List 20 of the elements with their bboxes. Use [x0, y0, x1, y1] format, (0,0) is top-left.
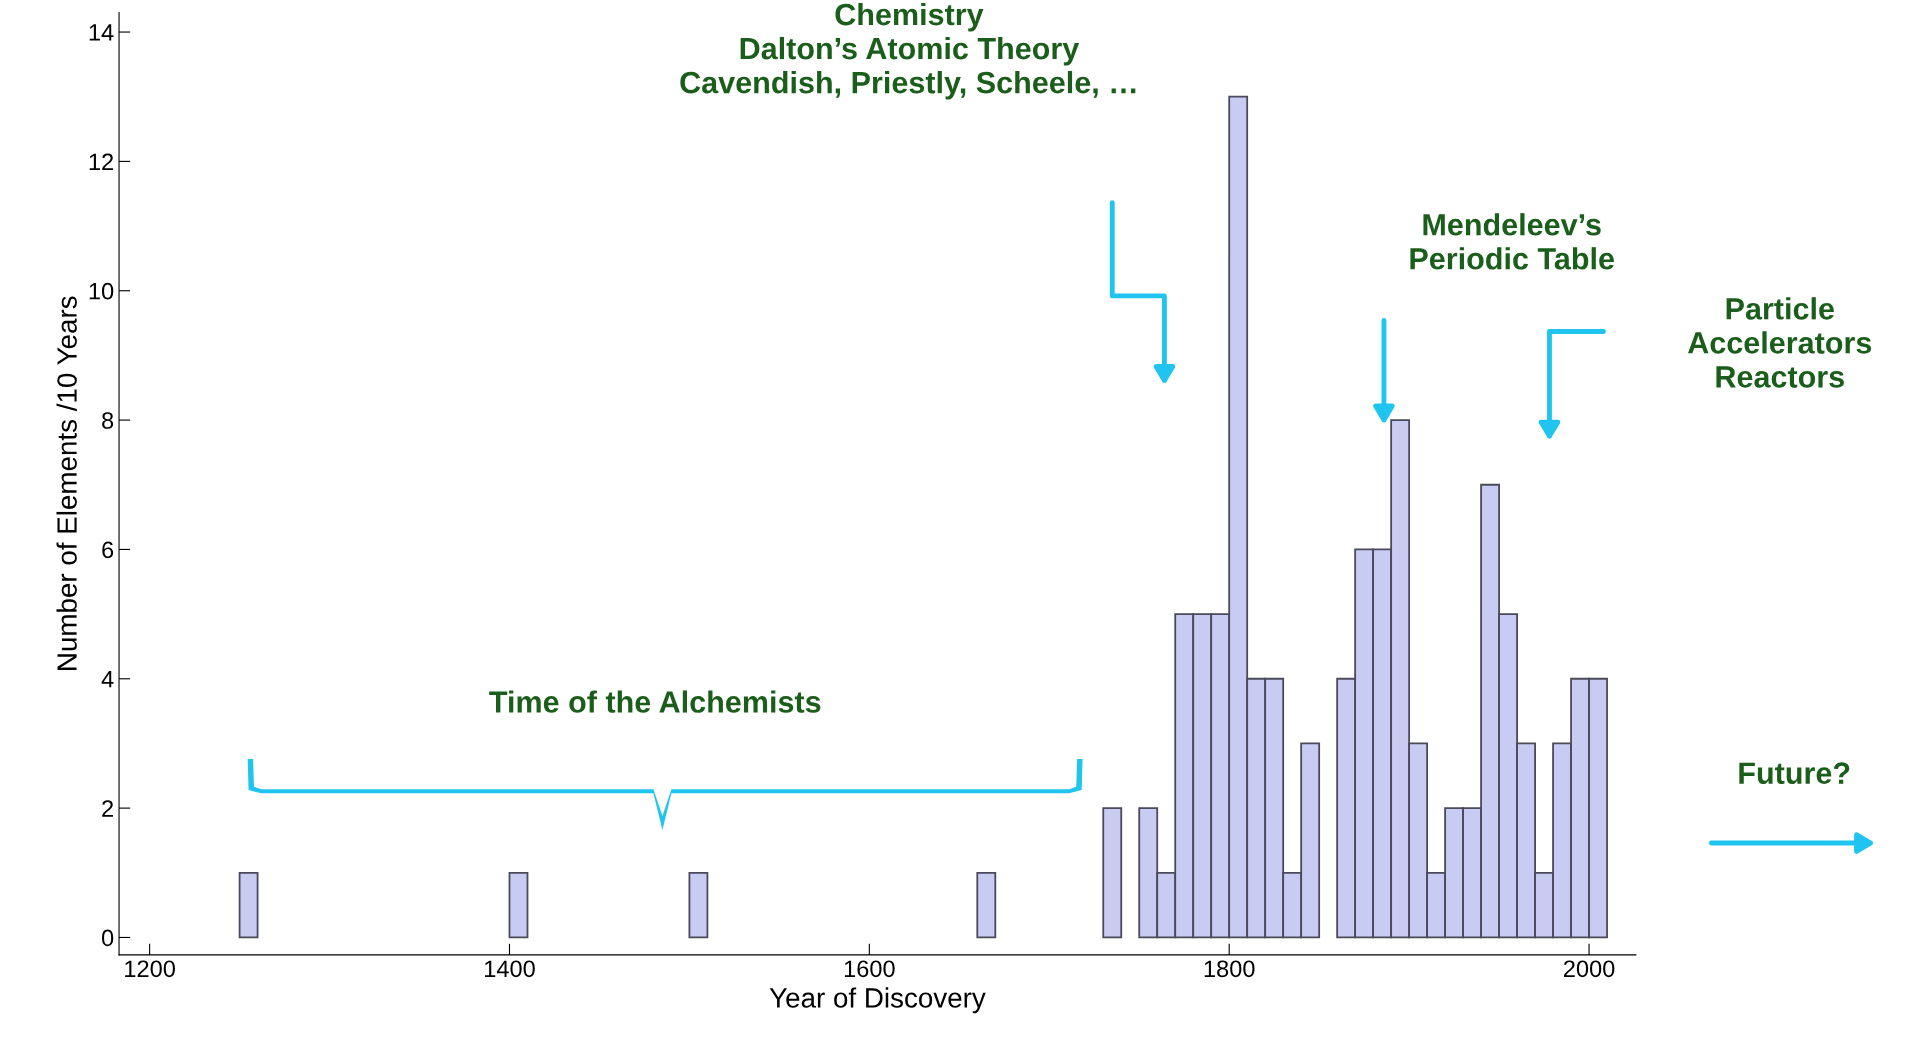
x-tick-label: 1200 [125, 960, 175, 978]
text: Future? [1739, 762, 1850, 784]
annotation: Mendeleev’s Periodic Table [1410, 213, 1614, 270]
y-tick-label: 6 [102, 541, 114, 559]
x-tick-label: 1400 [485, 960, 535, 978]
x-tick-label: 2000 [1563, 960, 1615, 978]
y-tick-label: 2 [102, 800, 113, 817]
x-axis-title: Year of Discovery [769, 987, 986, 1014]
text: Particle Accelerators Reactors [1687, 297, 1872, 388]
x-tick-label: 1600 [844, 960, 895, 978]
y-tick-label: 4 [101, 671, 114, 688]
y-tick-label: 12 [89, 153, 113, 170]
annotation: Time of the Alchemists [489, 690, 821, 713]
y-axis-title: Number of Elements /10 Years [56, 296, 77, 670]
y-tick-label: 10 [89, 282, 114, 300]
annotation: Chemistry Dalton’s Atomic Theory Cavendish, Priestly, Scheele, … [680, 2, 1136, 100]
y-tick-label: 0 [101, 929, 114, 947]
y-tick-label: 8 [102, 412, 114, 429]
x-tick-label: 1800 [1204, 960, 1255, 978]
y-tick-label: 14 [89, 24, 114, 41]
